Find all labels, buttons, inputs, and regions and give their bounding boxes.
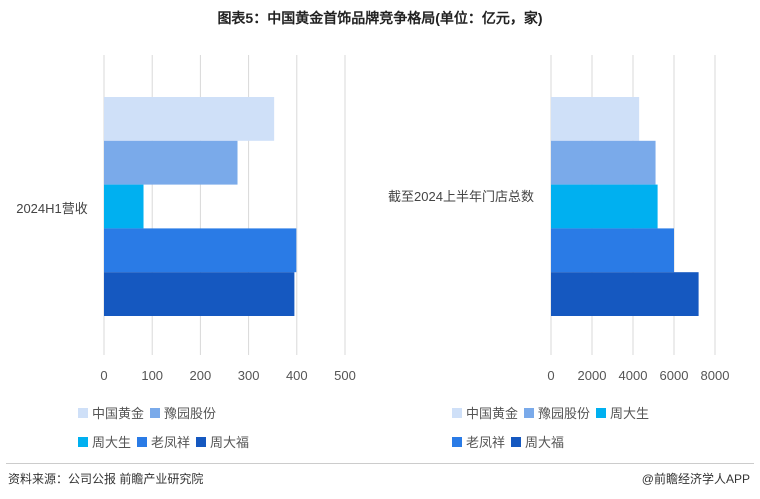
x-tick-label: 100 (141, 368, 163, 383)
legend-swatch (196, 436, 207, 447)
legend-swatch (524, 407, 535, 418)
category-label: 截至2024上半年门店总数 (388, 189, 534, 204)
legend-label: 周大福 (525, 435, 565, 450)
bar-老凤祥 (551, 228, 674, 273)
x-tick-label: 300 (238, 368, 260, 383)
legend-label: 豫园股份 (164, 406, 217, 421)
legend-label: 老凤祥 (466, 435, 506, 450)
legend-swatch (78, 436, 88, 447)
bar-中国黄金 (551, 97, 640, 141)
legend-item: 周大生 (78, 432, 131, 451)
figure-title: 图表5：中国黄金首饰品牌竞争格局(单位：亿元，家) (217, 10, 543, 26)
bar-周大生 (551, 184, 658, 229)
x-tick-label: 0 (547, 368, 554, 383)
legend-swatch (150, 407, 161, 418)
legend-label: 周大福 (210, 435, 250, 450)
bar-周大生 (104, 184, 144, 229)
legend-swatch (452, 407, 462, 418)
brand-credit: @前瞻经济学人APP (641, 472, 750, 486)
bar-豫园股份 (104, 140, 238, 185)
source-note: 资料来源：公司公报 前瞻产业研究院 (8, 472, 204, 486)
bar-老凤祥 (104, 228, 297, 273)
bar-豫园股份 (551, 140, 656, 185)
x-tick-label: 500 (334, 368, 356, 383)
legend-swatch (596, 407, 607, 418)
x-tick-label: 2000 (578, 368, 607, 383)
legend-label: 周大生 (610, 406, 650, 421)
legend-label: 中国黄金 (92, 406, 145, 421)
legend-item: 中国黄金 (452, 403, 518, 422)
bar-周大福 (551, 272, 699, 316)
x-tick-label: 4000 (619, 368, 648, 383)
legend-item: 老凤祥 (452, 432, 505, 451)
legend-item: 周大生 (596, 403, 649, 422)
bar-中国黄金 (104, 97, 275, 141)
x-tick-label: 200 (190, 368, 212, 383)
category-label: 2024H1营收 (16, 201, 88, 216)
legend-swatch (511, 436, 522, 447)
x-tick-label: 400 (286, 368, 308, 383)
x-tick-label: 8000 (701, 368, 730, 383)
x-tick-label: 6000 (660, 368, 689, 383)
legend-item: 周大福 (196, 432, 249, 451)
legend-label: 老凤祥 (151, 435, 191, 450)
legend-label: 周大生 (92, 435, 132, 450)
legend-right: 中国黄金 豫园股份 周大生老凤祥 周大福 (452, 403, 672, 451)
legend-left: 中国黄金 豫园股份周大生 老凤祥 周大福 (78, 403, 278, 451)
legend-swatch (137, 436, 148, 447)
x-tick-label: 0 (100, 368, 107, 383)
legend-label: 豫园股份 (538, 406, 591, 421)
legend-item: 中国黄金 (78, 403, 144, 422)
legend-swatch (78, 407, 88, 418)
legend-item: 周大福 (511, 432, 564, 451)
footer-divider (6, 463, 754, 464)
bar-周大福 (104, 272, 295, 316)
legend-swatch (452, 436, 462, 447)
legend-label: 中国黄金 (466, 406, 519, 421)
legend-item: 老凤祥 (137, 432, 190, 451)
legend-item: 豫园股份 (150, 403, 216, 422)
legend-item: 豫园股份 (524, 403, 590, 422)
